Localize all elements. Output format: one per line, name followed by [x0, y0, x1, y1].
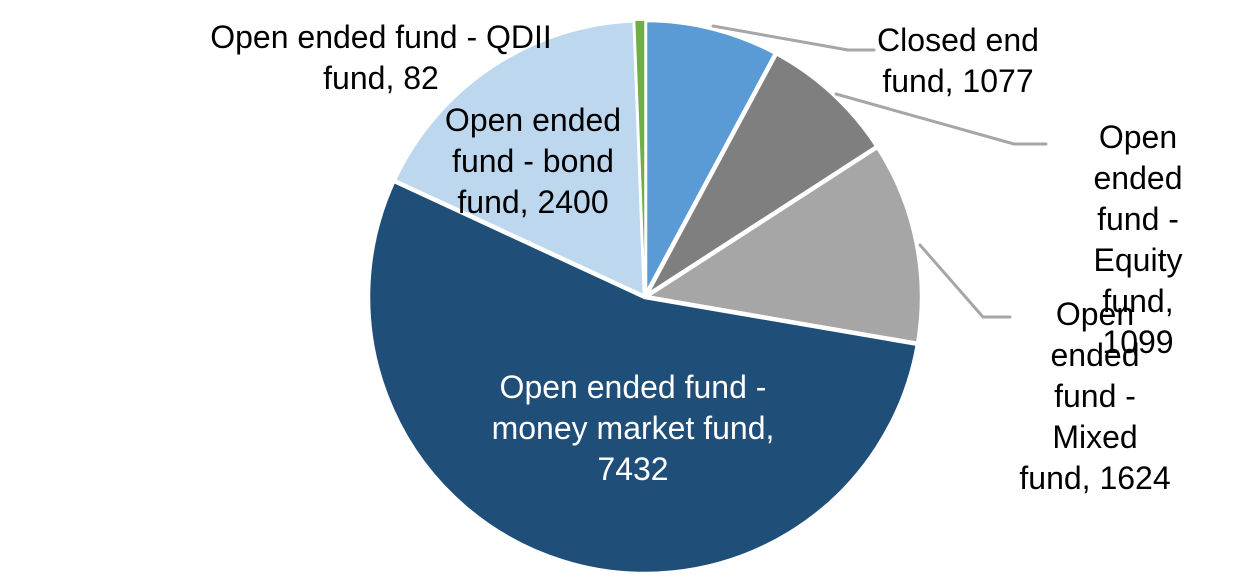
data-label-equity-fund: Open ended fund - Equity fund, 1099	[1093, 119, 1183, 360]
data-label-bond-fund: Open ended fund - bond fund, 2400	[444, 102, 622, 220]
leader-line-equity-fund	[834, 92, 1048, 146]
pie-slice-closed-end-fund	[642, 17, 779, 300]
pie-slice-mixed-fund	[642, 144, 925, 347]
data-label-mixed-fund: Open ended fund - Mixed fund, 1624	[1019, 296, 1171, 496]
data-label-qdii-fund: Open ended fund - QDII fund, 82	[210, 19, 552, 96]
data-label-money-market-fund: Open ended fund - money market fund, 743…	[491, 369, 775, 487]
data-label-closed-end-fund: Closed end fund, 1077	[877, 22, 1039, 99]
pie-slice-qdii-fund	[633, 19, 646, 298]
pie-slice-bond-fund	[391, 17, 648, 300]
pie-slice-equity-fund	[642, 50, 880, 300]
leader-line-mixed-fund	[918, 243, 1012, 319]
pie-slice-money-market-fund	[365, 178, 921, 577]
leader-line-closed-end-fund	[711, 24, 876, 52]
